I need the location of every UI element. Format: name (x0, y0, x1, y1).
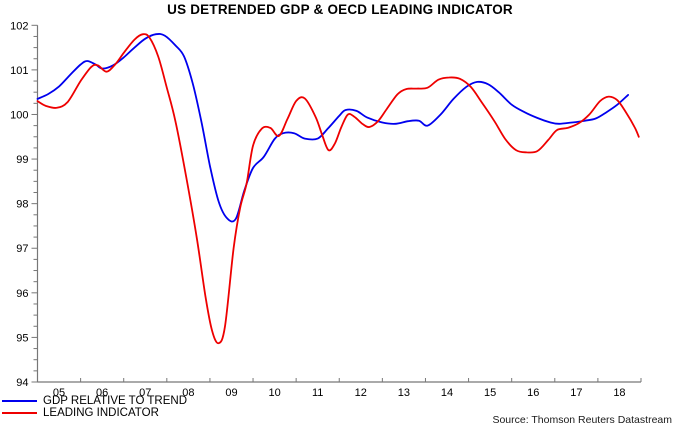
x-tick-label: 10 (268, 387, 280, 399)
legend-item: LEADING INDICATOR (2, 407, 187, 419)
leading-indicator-line (36, 33, 640, 345)
y-tick-label: 95 (16, 332, 28, 344)
y-tick-label: 99 (16, 154, 28, 166)
y-tick-label: 96 (16, 288, 28, 300)
y-tick-label: 102 (10, 20, 28, 32)
y-tick-label: 97 (16, 243, 28, 255)
legend-line-sample (2, 400, 37, 402)
x-tick-label: 05 (53, 387, 65, 399)
gdp-trend-line (36, 33, 629, 223)
x-tick-label: 15 (484, 387, 496, 399)
y-tick-label: 101 (10, 65, 28, 77)
y-tick-label: 98 (16, 199, 28, 211)
x-tick-label: 18 (613, 387, 625, 399)
legend-label: GDP RELATIVE TO TREND (43, 395, 188, 407)
x-tick-label: 08 (182, 387, 194, 399)
x-tick-label: 13 (398, 387, 410, 399)
y-tick-label: 100 (10, 109, 28, 121)
x-tick-label: 06 (96, 387, 108, 399)
x-tick-label: 16 (527, 387, 539, 399)
chart-title: US DETRENDED GDP & OECD LEADING INDICATO… (167, 2, 513, 17)
x-tick-label: 17 (570, 387, 582, 399)
x-tick-label: 12 (355, 387, 367, 399)
x-tick-label: 07 (139, 387, 151, 399)
chart-legend: GDP RELATIVE TO TREND LEADING INDICATOR (2, 395, 187, 419)
y-tick-label: 94 (16, 377, 28, 389)
legend-line-sample (2, 412, 37, 414)
source-credit: Source: Thomson Reuters Datastream (492, 414, 672, 426)
x-tick-label: 14 (441, 387, 453, 399)
legend-label: LEADING INDICATOR (43, 407, 159, 419)
x-tick-label: 11 (312, 387, 323, 399)
legend-item: GDP RELATIVE TO TREND (2, 395, 187, 407)
x-tick-label: 09 (225, 387, 237, 399)
